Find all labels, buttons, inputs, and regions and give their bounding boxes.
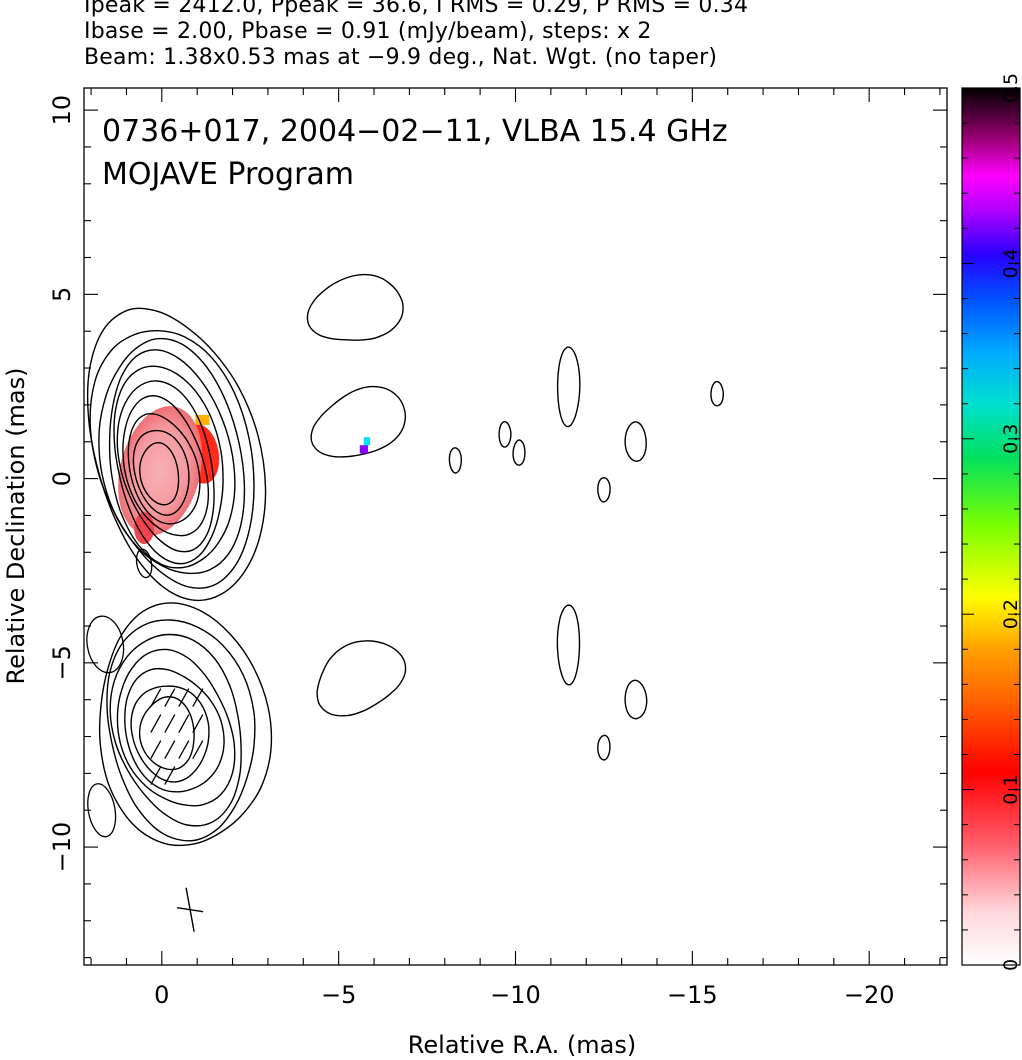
evpa-vector <box>178 740 190 759</box>
header-line-1: Ipeak = 2412.0, Ppeak = 36.6, I RMS = 0.… <box>84 0 749 18</box>
evpa-vector <box>164 714 176 733</box>
evpa-vector <box>164 688 176 707</box>
contour-line <box>89 329 255 589</box>
core-contours <box>86 307 267 602</box>
evpa-vector <box>192 714 204 733</box>
contour-blob <box>498 420 512 448</box>
contour-line <box>109 633 242 827</box>
y-tick-label: 10 <box>48 95 76 126</box>
x-tick-label: −5 <box>321 981 356 1009</box>
contour-line <box>116 648 236 807</box>
contour-line <box>108 349 236 569</box>
beam-ellipse <box>87 783 117 838</box>
contour-line <box>139 442 180 506</box>
contour-line <box>116 380 215 553</box>
evpa-vector <box>150 714 162 733</box>
colorbar-tick-label: 0.1 <box>1000 774 1022 804</box>
contour-line <box>710 380 725 407</box>
colorbar-tick-label: 0.5 <box>1000 73 1022 103</box>
x-tick-label: −15 <box>667 981 718 1009</box>
contour-line <box>132 429 190 516</box>
header-line-3: Beam: 1.38x0.53 mas at −9.9 deg., Nat. W… <box>84 45 718 70</box>
contour-line <box>597 477 611 503</box>
colorbar-tick-label: 0.4 <box>1000 248 1022 278</box>
evpa-vector <box>164 766 176 785</box>
contour-blob <box>448 447 463 474</box>
contour-line <box>624 421 647 462</box>
contour-blob <box>306 273 404 454</box>
contour-blob <box>710 380 725 407</box>
contour-line <box>556 604 581 686</box>
colorbar-tick-label: 0.3 <box>1000 424 1022 454</box>
contour-blob <box>597 477 611 503</box>
contour-blob <box>512 439 526 466</box>
contour-line <box>306 273 404 341</box>
beam-ellipse <box>86 615 125 674</box>
evpa-vector <box>178 714 190 733</box>
contour-blob <box>597 734 611 761</box>
axis-ticks <box>84 88 947 965</box>
contour-line <box>98 602 273 847</box>
evpa-vector <box>192 740 204 759</box>
y-tick-label: −5 <box>48 645 76 680</box>
evpa-vector <box>150 740 162 759</box>
contour-line <box>138 696 195 771</box>
contour-line <box>448 447 463 474</box>
contour-line <box>124 667 225 793</box>
header-line-2: Ibase = 2.00, Pbase = 0.91 (mJy/beam), s… <box>84 19 652 44</box>
y-axis-title: Relative Declination (mas) <box>2 367 30 684</box>
x-tick-label: 0 <box>154 981 169 1009</box>
source-annotation: 0736+017, 2004−02−11, VLBA 15.4 GHz <box>102 114 728 149</box>
axis-tick-labels: 0 −5 −10 −15 −20 −10 −5 0 5 10 <box>48 95 895 1009</box>
contour-line <box>113 365 224 565</box>
evpa-vector <box>150 766 162 785</box>
contour-line <box>106 619 256 842</box>
contour-line <box>624 679 648 720</box>
colorbar-ticks: 0 0.1 0.2 0.3 0.4 0.5 <box>962 73 1022 971</box>
contour-blob <box>556 604 581 686</box>
colorbar-tick-label: 0 <box>1000 959 1022 971</box>
x-tick-label: −20 <box>844 981 895 1009</box>
y-tick-label: 5 <box>48 287 76 302</box>
x-axis-title: Relative R.A. (mas) <box>408 1031 636 1059</box>
beam-cross <box>177 907 204 913</box>
contour-line <box>316 640 407 717</box>
polarization-patch <box>363 437 370 446</box>
contour-line <box>130 685 210 783</box>
contour-blob <box>310 385 407 458</box>
colorbar-tick-label: 0.2 <box>1000 599 1022 629</box>
contour-line <box>98 337 246 575</box>
contour-blob <box>624 679 648 720</box>
contour-line <box>127 413 201 525</box>
contour-line <box>122 395 210 537</box>
polarization-patch <box>195 414 210 425</box>
contour-blob <box>316 640 407 717</box>
polarization-patch <box>359 445 368 454</box>
contour-line <box>512 439 526 466</box>
evpa-vector <box>150 688 162 707</box>
evpa-vector <box>178 688 190 707</box>
beam-ellipse <box>135 548 153 579</box>
evpa-vector <box>192 688 204 707</box>
program-annotation: MOJAVE Program <box>102 157 354 192</box>
polarization-patch <box>134 512 155 545</box>
contour-line <box>310 385 407 458</box>
contour-line <box>597 734 611 761</box>
colorbar <box>962 88 1020 965</box>
evpa-vector <box>164 740 176 759</box>
contour-blob <box>556 346 581 428</box>
y-tick-label: −10 <box>48 822 76 873</box>
y-tick-label: 0 <box>48 471 76 486</box>
contour-blob <box>624 421 647 462</box>
plot-area <box>86 273 725 932</box>
colorbar-frame <box>961 87 1021 966</box>
ghost-core-contours <box>98 602 273 847</box>
x-tick-label: −10 <box>490 981 541 1009</box>
contour-line <box>556 346 581 428</box>
plot-frame <box>83 87 948 966</box>
contour-line <box>498 420 512 448</box>
